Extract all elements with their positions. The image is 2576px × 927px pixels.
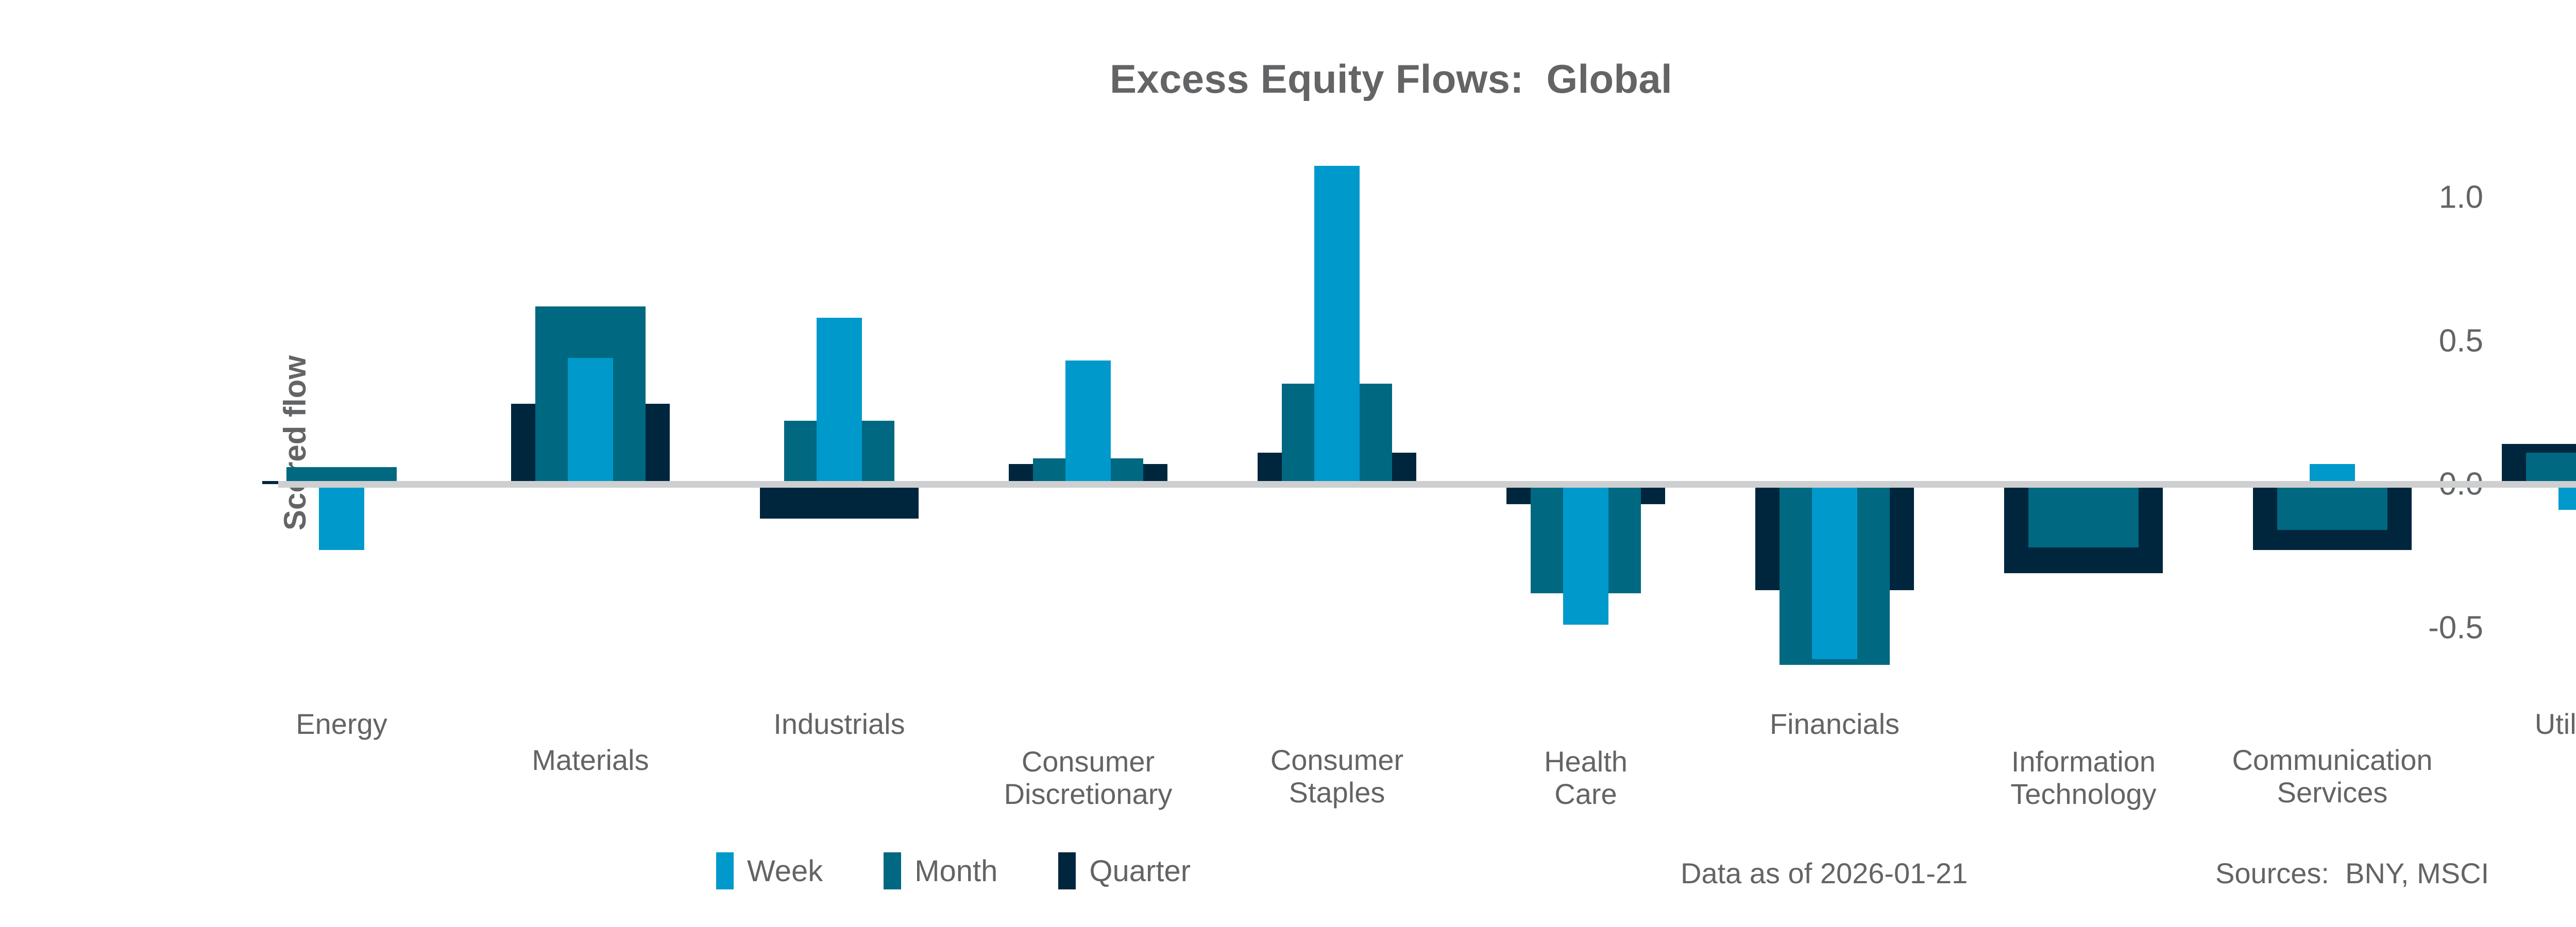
x-axis-label-energy: Energy: [296, 708, 387, 740]
bar-group: [1721, 139, 1948, 700]
legend-swatch-week-icon: [716, 852, 734, 889]
legend-label: Month: [914, 854, 998, 888]
page-title: Excess Equity Flows: Global: [1109, 56, 1673, 101]
bar-group: [1224, 139, 1450, 700]
y-tick-label: -0.5: [2428, 610, 2483, 645]
x-axis-label-communication-services: Communication Services: [2232, 744, 2433, 809]
bar-group: [477, 139, 704, 700]
bar-week: [1563, 484, 1608, 625]
x-axis-label-industrials: Industrials: [773, 708, 905, 740]
bar-month: [2277, 484, 2387, 530]
bar-group: [2468, 139, 2576, 700]
sources-note: Sources: BNY, MSCI: [2215, 857, 2489, 889]
bar-week: [2310, 464, 2355, 484]
bar-group: [1472, 139, 1699, 700]
y-tick-label: 1.0: [2438, 179, 2483, 215]
bar-week: [1812, 484, 1857, 659]
x-axis-label-consumer-discretionary: Consumer Discretionary: [1004, 745, 1173, 810]
bar-month: [2526, 452, 2576, 484]
bar-week: [2558, 484, 2576, 510]
bar-week: [568, 357, 613, 484]
bar-quarter: [760, 484, 919, 519]
x-axis-label-information-technology: Information Technology: [2010, 745, 2157, 810]
bar-group: [228, 139, 455, 700]
legend-item-quarter[interactable]: Quarter: [1058, 852, 1191, 889]
legend-item-month[interactable]: Month: [884, 852, 997, 889]
bar-group: [975, 139, 1201, 700]
bar-week: [319, 484, 364, 551]
legend-label: Week: [747, 854, 823, 888]
y-tick-label: 0.5: [2438, 323, 2483, 358]
y-axis-title: Scored flow: [278, 355, 312, 530]
x-axis-label-financials: Financials: [1769, 708, 1900, 740]
zero-baseline: [278, 481, 2576, 488]
x-axis-label-consumer-staples: Consumer Staples: [1270, 744, 1404, 809]
bar-group: [726, 139, 953, 700]
bar-month: [2028, 484, 2139, 547]
data-as-of-note: Data as of 2026-01-21: [1681, 857, 1968, 889]
x-axis-label-health-care: Health Care: [1544, 745, 1628, 810]
legend-label: Quarter: [1089, 854, 1191, 888]
bar-group: [1970, 139, 2197, 700]
bar-week: [817, 317, 862, 484]
chart-legend: Week Month Quarter: [716, 852, 1251, 889]
bar-group: [2219, 139, 2446, 700]
bar-week: [1065, 360, 1111, 484]
legend-swatch-month-icon: [884, 852, 902, 889]
x-axis-label-materials: Materials: [532, 744, 649, 776]
legend-swatch-quarter-icon: [1058, 852, 1076, 889]
legend-item-week[interactable]: Week: [716, 852, 823, 889]
bar-week: [1314, 165, 1360, 484]
plot-area: 1.0 0.5 0.0 -0.5 Scored flow: [262, 139, 2576, 700]
x-axis-label-utilities: Utilities: [2534, 708, 2576, 740]
